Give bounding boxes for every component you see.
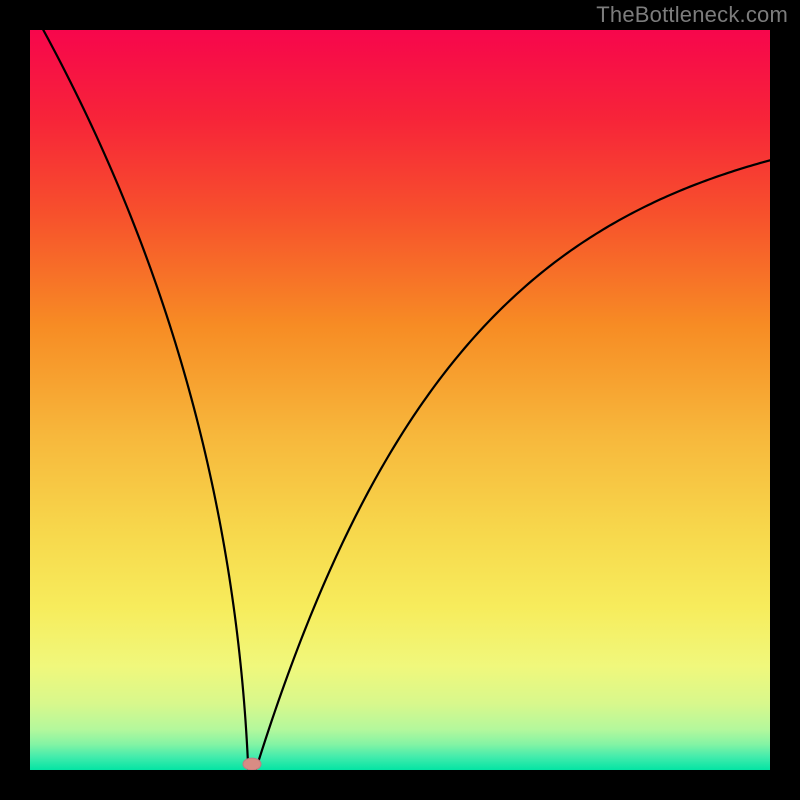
minimum-marker: [243, 758, 261, 770]
chart-plot: [30, 30, 770, 770]
watermark-text: TheBottleneck.com: [596, 2, 788, 28]
gradient-background: [30, 30, 770, 770]
chart-container: { "watermark": { "text": "TheBottleneck.…: [0, 0, 800, 800]
